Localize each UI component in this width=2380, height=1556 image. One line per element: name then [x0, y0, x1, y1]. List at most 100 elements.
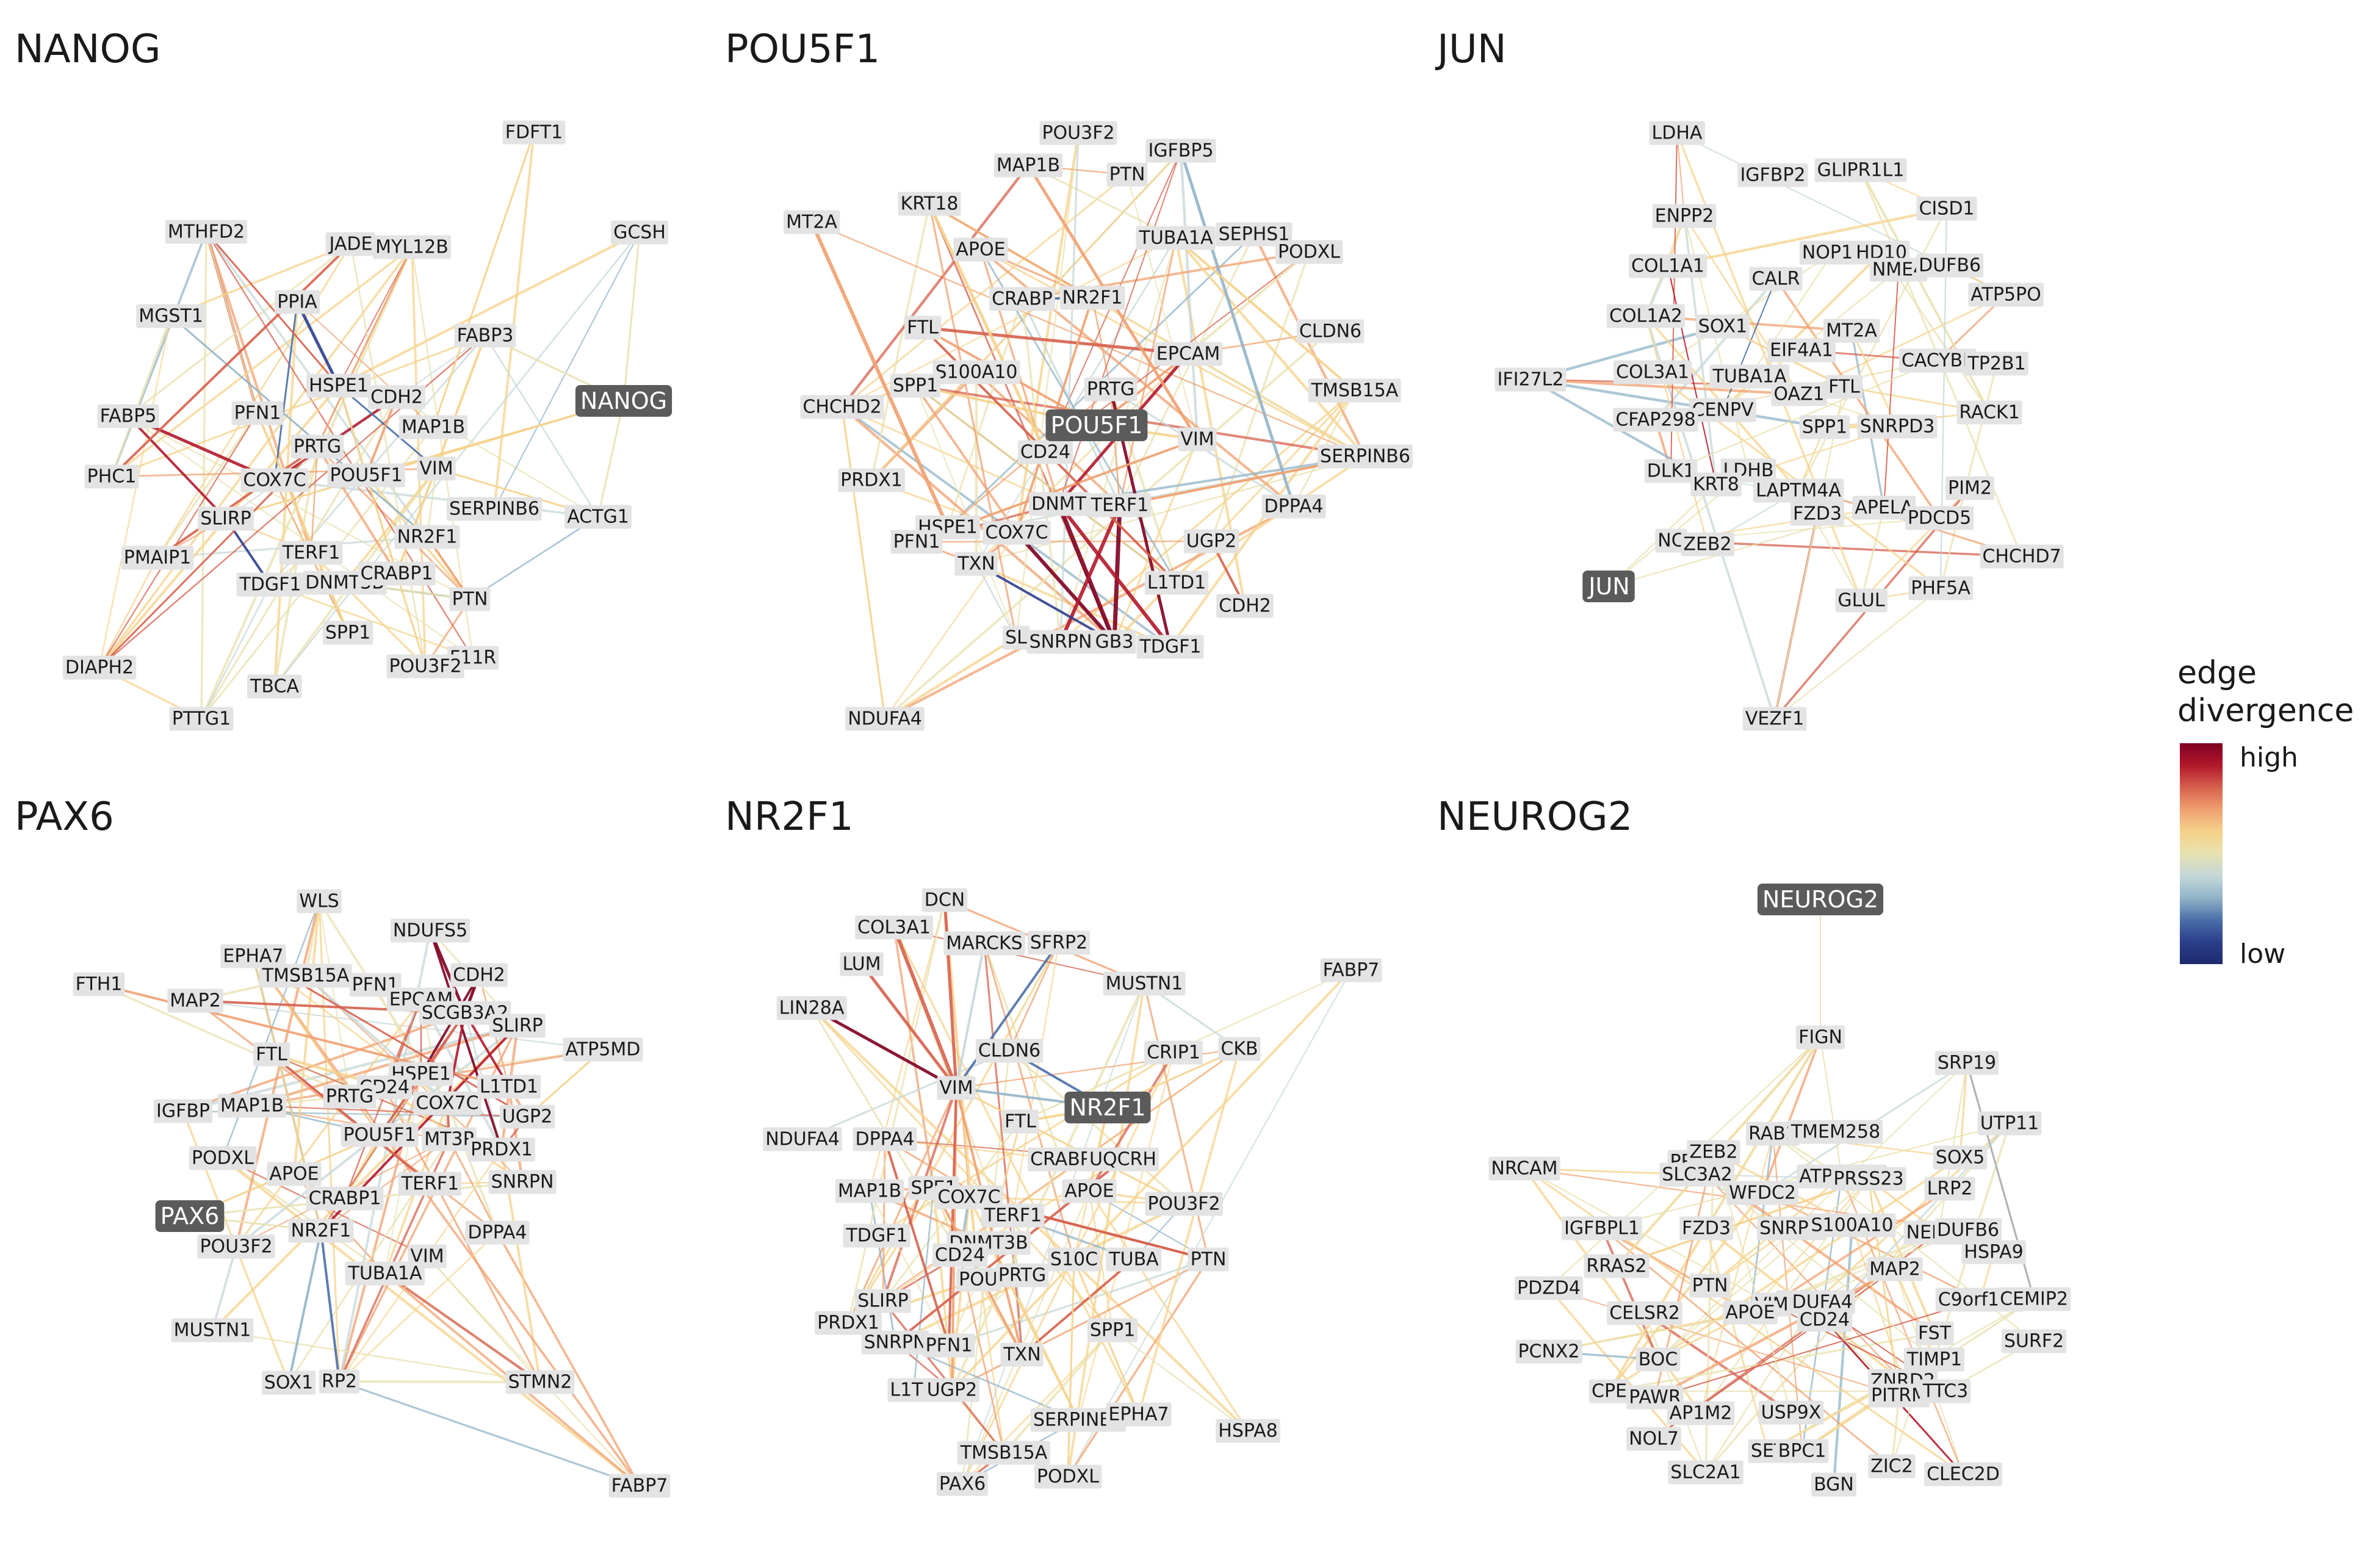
- node-label: TUBA1A: [348, 1263, 422, 1284]
- gene-node-ndufa4: NDUFA4: [763, 1127, 842, 1151]
- network-edge: [273, 232, 641, 687]
- node-label: CD24: [935, 1245, 985, 1266]
- network-edge: [1867, 1178, 1936, 1334]
- gene-node-cd24: CD24: [932, 1243, 988, 1267]
- gene-node-bpc1: BPC1: [1775, 1439, 1829, 1463]
- node-box: [1689, 398, 1756, 422]
- node-box: [240, 468, 309, 492]
- node-box: [398, 415, 468, 439]
- network-edge: [983, 943, 1075, 1260]
- node-box: [73, 972, 125, 996]
- node-box: [763, 1127, 842, 1151]
- gene-node-slc2a1: SLC2A1: [1668, 1460, 1744, 1485]
- node-box: [1814, 158, 1907, 182]
- node-box: [1145, 1192, 1223, 1216]
- gene-node-nol7: NOL7: [1626, 1427, 1681, 1451]
- node-box: [1753, 478, 1844, 503]
- node-box: [499, 1104, 555, 1129]
- gene-node-spp1: SPP1: [890, 373, 941, 398]
- node-label: CEMIP2: [2000, 1289, 2068, 1310]
- node-label: POU5F1: [1051, 412, 1143, 439]
- node-box: [1964, 351, 2028, 376]
- node-label: MAP1B: [402, 417, 465, 438]
- node-box: [306, 1186, 384, 1211]
- panel-nanog: NANOG FDFT1 GCSH MTHFD2 JADE MYL12B MGST1 PPIA…: [15, 27, 673, 731]
- gene-node-diaph2: DIAPH2: [62, 655, 137, 680]
- node-label: RRAS2: [1586, 1256, 1646, 1277]
- node-box: [935, 1185, 1003, 1209]
- node-box: [417, 456, 456, 481]
- node-box: [1723, 1300, 1778, 1325]
- network-edge: [868, 1190, 896, 1343]
- network-edge: [622, 232, 641, 402]
- node-label: IGFBP: [156, 1101, 210, 1122]
- node-box: [608, 1474, 671, 1498]
- node-label: UQCRH: [1089, 1149, 1156, 1170]
- network-edge: [1059, 504, 1122, 643]
- node-box: [261, 1371, 316, 1395]
- gene-node-uqcrh: UQCRH: [1087, 1147, 1159, 1172]
- node-box: [253, 1042, 290, 1067]
- node-box: [220, 944, 286, 968]
- node-box: [1746, 1122, 1800, 1146]
- node-label: TMSB15A: [262, 965, 350, 987]
- network-edge: [98, 557, 159, 668]
- network-edge: [1676, 132, 1685, 217]
- node-label: L1TD1: [1147, 572, 1206, 594]
- node-box: [1687, 1140, 1740, 1164]
- node-label: NDUFA4: [765, 1129, 840, 1150]
- node-label: FIGN: [1798, 1027, 1842, 1048]
- node-label: JADE: [328, 234, 373, 255]
- gene-node-map1b: MAP1B: [835, 1179, 904, 1203]
- legend: edge divergence high low: [2177, 655, 2354, 970]
- network-edge: [384, 1272, 541, 1383]
- node-box: [505, 1370, 575, 1394]
- node-label: PODXL: [192, 1148, 254, 1169]
- network-edge: [110, 243, 352, 478]
- node-box: [1000, 1342, 1044, 1367]
- node-label: TBCA: [250, 676, 299, 697]
- node-label: TERF1: [1091, 495, 1149, 516]
- node-label: SLIRP: [200, 508, 251, 530]
- node-label: CPE: [1592, 1381, 1627, 1402]
- node-box: [169, 707, 234, 731]
- node-box: [1961, 1240, 2026, 1264]
- node-label: CDH2: [1219, 596, 1271, 617]
- node-box: [1017, 440, 1073, 464]
- gene-node-s10c: S10C: [1047, 1247, 1101, 1272]
- legend-title-line2: divergence: [2177, 693, 2354, 729]
- gene-node-apoe: APOE: [953, 237, 1008, 262]
- node-label: COL3A1: [1616, 362, 1689, 383]
- node-label: S100A10: [1811, 1215, 1894, 1236]
- node-box: [1087, 1147, 1159, 1172]
- node-box: [1835, 588, 1888, 613]
- node-box: [84, 464, 139, 489]
- gene-node-chchd7: CHCHD7: [1980, 544, 2064, 569]
- network-edge: [338, 231, 640, 387]
- node-label: PTN: [1191, 1249, 1227, 1270]
- node-label: VEZF1: [1745, 708, 1804, 730]
- node-box: [1515, 1276, 1583, 1300]
- gene-node-ftl: FTL: [253, 1042, 290, 1067]
- gene-node-ckb: CKB: [1218, 1037, 1261, 1061]
- gene-node-serpinb6: SERPINB6: [447, 497, 542, 521]
- node-label: WLS: [299, 891, 339, 912]
- node-label: EIF4A1: [1770, 340, 1833, 361]
- node-box: [322, 621, 373, 645]
- gene-node-crabp1: CRABP1: [358, 561, 436, 586]
- network-edge: [1015, 132, 1080, 533]
- network-edge: [928, 203, 1047, 453]
- node-box: [1868, 1454, 1916, 1479]
- node-box: [1103, 971, 1186, 996]
- node-box: [1216, 222, 1293, 247]
- gene-node-slc3a2: SLC3A2: [1659, 1162, 1735, 1187]
- network-edge: [1530, 378, 1825, 429]
- panel-neurog2: NEUROG2 FIGNSRP19UTP11NRCAMRAB1TMEM258PR…: [1437, 794, 2071, 1497]
- node-label: ZEB2: [1689, 1142, 1737, 1163]
- node-box: [465, 1220, 530, 1245]
- node-label: ZEB2: [1683, 534, 1731, 555]
- gene-node-atp5md: ATP5MD: [563, 1037, 643, 1062]
- node-box: [1787, 1120, 1883, 1144]
- node-label: PFN1: [926, 1335, 973, 1356]
- node-label: DNMT: [1031, 494, 1086, 515]
